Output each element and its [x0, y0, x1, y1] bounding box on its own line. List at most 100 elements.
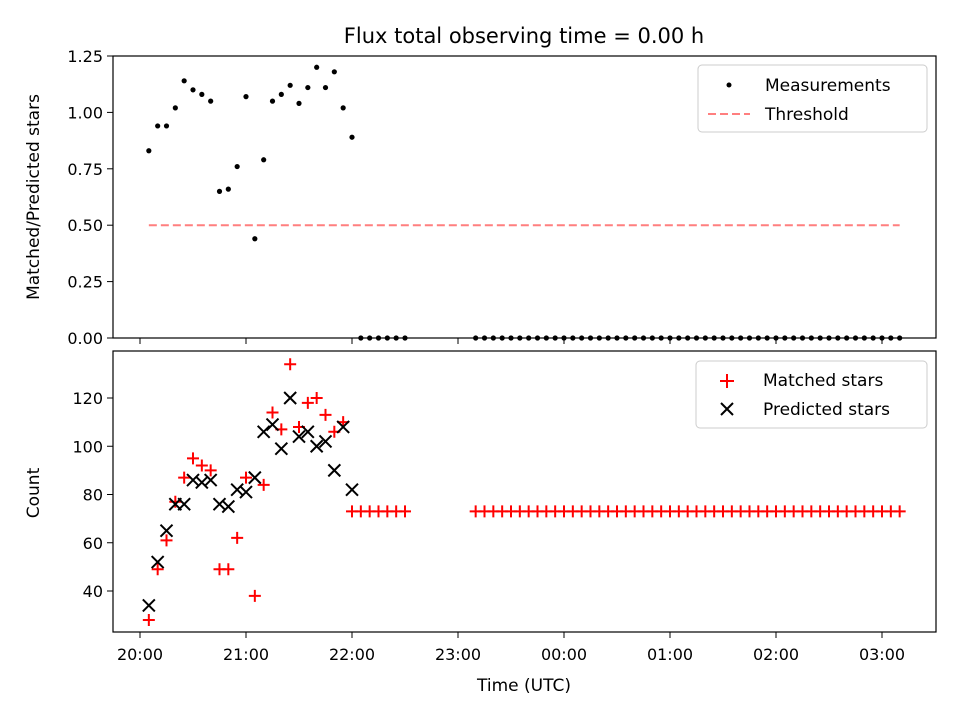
predicted-star-point	[239, 485, 253, 499]
legend-threshold-label: Threshold	[764, 105, 849, 125]
measurement-point	[322, 84, 329, 91]
predicted-star-point	[292, 429, 306, 444]
top-y-tick-label: 0.75	[67, 160, 103, 179]
predicted-star-point	[345, 482, 359, 497]
x-axis-label: Time (UTC)	[476, 676, 571, 696]
top-y-axis-label: Matched/Predicted stars	[24, 94, 44, 300]
predicted-star-point	[203, 473, 218, 487]
matched-star-point	[204, 464, 217, 477]
x-tick-label: 02:00	[753, 645, 799, 664]
x-tick-label: 22:00	[329, 645, 375, 664]
predicted-star-point	[195, 475, 209, 490]
top-axes-frame	[112, 55, 937, 339]
matched-star-point	[301, 396, 314, 409]
bottom-y-ticks: 40 60 80 100 120	[72, 389, 113, 601]
predicted-star-point	[274, 441, 289, 456]
measurement-point	[349, 134, 355, 140]
legend-matched-label: Matched stars	[763, 371, 883, 391]
measurement-point	[163, 123, 170, 129]
bottom-y-tick-label: 120	[72, 389, 103, 408]
measurement-point	[208, 98, 214, 104]
measurement-point	[331, 69, 337, 75]
measurement-point	[305, 84, 311, 91]
matched-star-point	[257, 478, 270, 491]
predicted-star-point	[159, 523, 174, 538]
legend-measurements-marker	[726, 82, 732, 88]
measurement-point	[278, 91, 284, 97]
measurement-point	[190, 87, 196, 93]
matched-star-point	[240, 471, 252, 484]
predicted-star-point	[301, 425, 315, 439]
predicted-star-point	[177, 497, 191, 511]
predicted-star-point	[150, 555, 165, 569]
bottom-legend: Matched stars Predicted stars	[695, 360, 928, 429]
predicted-star-point	[142, 598, 156, 613]
matched-star-point	[248, 589, 261, 602]
measurement-point	[225, 186, 231, 192]
predicted-star-point	[221, 499, 236, 514]
bottom-panel: 40 60 80 100 120 20:00 21:00 22:00 23:00 00:00 01…	[24, 350, 937, 696]
legend-predicted-marker	[720, 402, 734, 416]
measurement-point	[269, 98, 276, 104]
matched-star-point	[178, 471, 191, 484]
top-plot-area	[146, 64, 903, 341]
bottom-y-tick-label: 80	[83, 486, 103, 505]
predicted-star-point	[186, 473, 200, 487]
predicted-star-point	[212, 497, 227, 511]
measurement-point	[243, 94, 249, 100]
matched-star-point	[231, 531, 244, 544]
predicted-star-point	[309, 439, 324, 453]
measurement-point	[146, 148, 152, 154]
top-y-tick-label: 1.00	[67, 103, 103, 122]
measurement-point	[234, 163, 240, 170]
measurement-point	[287, 82, 293, 88]
matched-star-point	[142, 613, 155, 626]
x-tick-label: 21:00	[223, 645, 269, 664]
matched-star-point	[266, 406, 279, 419]
predicted-star-point	[256, 425, 271, 439]
matched-star-point	[187, 452, 199, 465]
measurement-point	[261, 157, 267, 163]
bottom-plot-area	[142, 358, 906, 626]
top-legend-frame	[697, 64, 928, 133]
bottom-y-tick-label: 60	[83, 534, 103, 553]
top-y-ticks: 0.00 0.25 0.50 0.75 1.00 1.25	[67, 47, 113, 348]
bottom-y-tick-label: 100	[72, 437, 103, 456]
measurement-point	[199, 91, 205, 97]
measurement-point	[172, 105, 178, 111]
matched-star-point	[319, 408, 332, 421]
predicted-star-point	[336, 420, 350, 434]
top-y-tick-label: 0.25	[67, 273, 103, 292]
matched-star-point	[151, 563, 164, 576]
bottom-x-ticks: 20:00 21:00 22:00 23:00 00:00 01:00 02:00 03:00	[117, 632, 905, 664]
chart-title: Flux total observing time = 0.00 h	[344, 24, 704, 48]
bottom-legend-frame	[695, 360, 928, 429]
matched-star-point	[310, 392, 323, 404]
bottom-axes-frame	[112, 350, 937, 633]
matched-star-point	[284, 358, 297, 371]
top-y-tick-label: 1.25	[67, 47, 103, 66]
measurement-point	[181, 78, 187, 84]
matched-star-point	[893, 505, 906, 518]
measurement-point	[216, 188, 223, 194]
top-y-tick-label: 0.00	[67, 329, 103, 348]
x-tick-label: 03:00	[859, 645, 905, 664]
x-tick-label: 00:00	[541, 645, 587, 664]
measurement-point	[340, 105, 346, 111]
measurement-point	[252, 236, 258, 242]
predicted-star-point	[283, 391, 297, 405]
legend-predicted-label: Predicted stars	[763, 400, 890, 420]
measurement-point	[296, 100, 302, 106]
x-tick-label: 01:00	[647, 645, 693, 664]
top-panel: 0.00 0.25 0.50 0.75 1.00 1.25 Matched/Predict…	[24, 47, 937, 348]
predicted-star-point	[248, 470, 262, 485]
bottom-y-axis-label: Count	[24, 467, 44, 518]
matched-star-point	[195, 459, 208, 472]
legend-matched-marker	[720, 374, 734, 388]
predicted-star-point	[265, 417, 280, 432]
predicted-star-point	[327, 463, 342, 478]
x-tick-label: 23:00	[435, 645, 481, 664]
matched-star-point	[222, 563, 235, 576]
measurement-point	[314, 64, 320, 70]
